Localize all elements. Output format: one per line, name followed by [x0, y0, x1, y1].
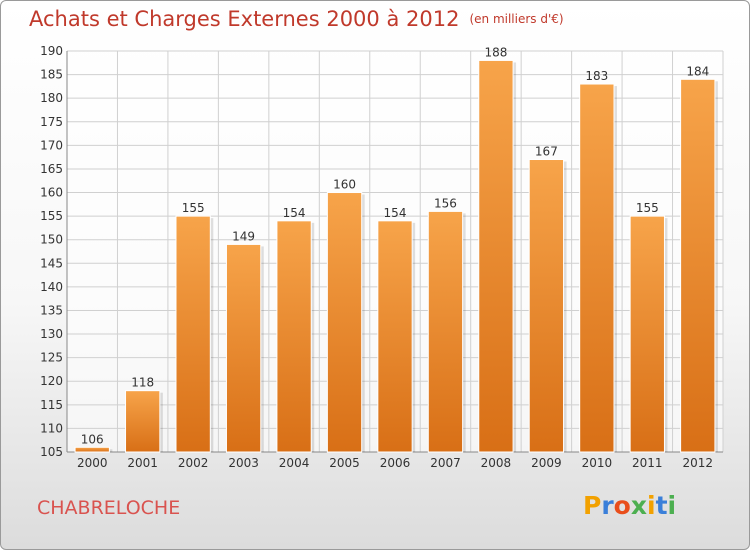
bar	[377, 220, 413, 453]
bars	[74, 59, 718, 453]
logo-letter: r	[601, 491, 614, 520]
data-label: 184	[686, 64, 709, 78]
y-tick-label: 120	[40, 374, 63, 388]
logo-letter: t	[655, 491, 668, 520]
x-tick-label: 2003	[228, 456, 259, 470]
bar	[579, 83, 615, 453]
bar	[175, 215, 211, 453]
bar	[478, 59, 514, 453]
chart-unit: (en milliers d'€)	[469, 12, 564, 26]
data-label: 167	[535, 145, 558, 159]
y-tick-label: 145	[40, 256, 63, 270]
x-tick-label: 2012	[682, 456, 713, 470]
x-tick-label: 2009	[531, 456, 562, 470]
bar	[629, 215, 665, 453]
labels: 106 2000 118 2001 155 2002 149 2003 154 2004 160 20…	[77, 45, 713, 470]
x-tick-label: 2000	[77, 456, 108, 470]
x-tick-label: 2002	[178, 456, 209, 470]
x-tick-label: 2005	[329, 456, 360, 470]
bar	[276, 220, 312, 453]
x-tick-label: 2001	[127, 456, 158, 470]
data-label: 160	[333, 178, 356, 192]
x-tick-label: 2011	[632, 456, 663, 470]
y-tick-label: 185	[40, 68, 63, 82]
logo-letter: i	[647, 491, 656, 520]
data-label: 106	[81, 432, 104, 446]
y-tick-label: 140	[40, 280, 63, 294]
bar	[680, 78, 716, 453]
data-label: 183	[585, 69, 608, 83]
y-tick-label: 175	[40, 115, 63, 129]
y-tick-label: 180	[40, 91, 63, 105]
y-tick-label: 115	[40, 398, 63, 412]
y-tick-label: 170	[40, 138, 63, 152]
y-tick-label: 160	[40, 186, 63, 200]
data-label: 155	[636, 201, 659, 215]
data-label: 149	[232, 229, 255, 243]
y-tick-label: 110	[40, 421, 63, 435]
y-tick-label: 155	[40, 209, 63, 223]
bar-chart: 105 110 115 120 125 130 135 140 145 150 155 160 165 1…	[40, 44, 724, 470]
data-label: 155	[182, 201, 205, 215]
proxiti-logo[interactable]: Proxiti	[583, 491, 676, 520]
logo-letter: x	[630, 491, 647, 520]
y-tick-label: 125	[40, 351, 63, 365]
logo-letter: P	[583, 491, 602, 520]
data-label: 188	[484, 45, 507, 59]
bar	[326, 192, 363, 453]
data-label: 118	[131, 376, 154, 390]
y-tick-label: 105	[40, 445, 63, 459]
x-tick-label: 2010	[582, 456, 613, 470]
bar	[125, 390, 161, 453]
y-tick-label: 130	[40, 327, 63, 341]
x-tick-label: 2008	[481, 456, 512, 470]
y-tick-label: 150	[40, 233, 63, 247]
x-tick-label: 2007	[430, 456, 461, 470]
data-label: 156	[434, 196, 457, 210]
y-tick-label: 135	[40, 303, 63, 317]
bar	[528, 159, 565, 453]
logo-letter: o	[613, 491, 631, 520]
x-tick-label: 2004	[279, 456, 310, 470]
y-tick-label: 190	[40, 44, 63, 58]
data-label: 154	[283, 206, 306, 220]
bar	[74, 446, 110, 453]
y-tick-label: 165	[40, 162, 63, 176]
chart-title: Achats et Charges Externes 2000 à 2012 (e…	[29, 7, 564, 31]
x-tick-label: 2006	[380, 456, 411, 470]
logo-letter: i	[667, 491, 677, 520]
data-label: 154	[384, 206, 407, 220]
bar	[225, 243, 262, 453]
city-name: CHABRELOCHE	[37, 497, 181, 519]
chart-title-text: Achats et Charges Externes 2000 à 2012	[29, 7, 460, 31]
bar	[427, 210, 464, 453]
